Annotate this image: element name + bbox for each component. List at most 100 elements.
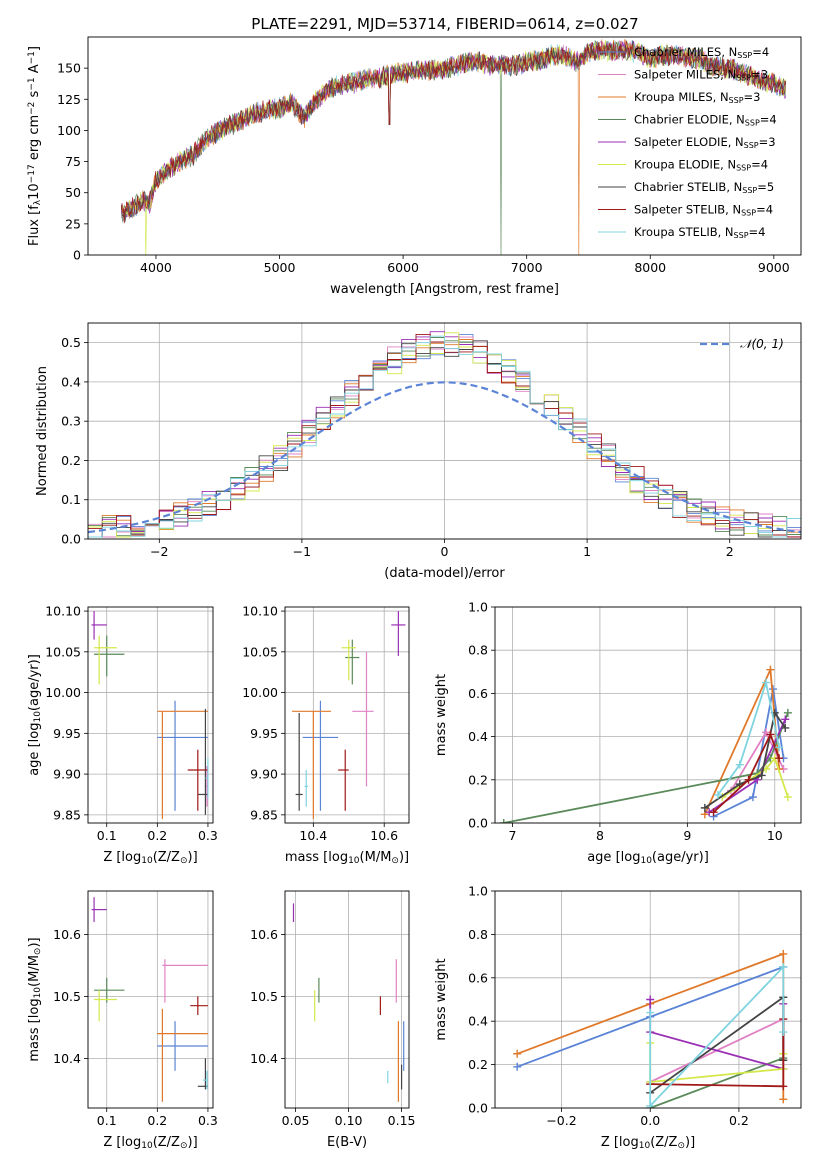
x-tick-label: 0.10 [335,1113,363,1128]
weight-marker-8 [646,1101,655,1108]
weight-line-0 [713,688,785,818]
x-axis-label: Z [log10(Z/Z⊙)] [103,1135,197,1151]
plot-area [121,38,787,255]
x-axis-label: wavelength [Angstrom, rest frame] [330,282,559,297]
x-axis-label-part: )] [685,1135,695,1150]
weight-marker-7 [779,1082,788,1091]
y-tick-label: 10.05 [45,644,81,659]
weight-line-8 [717,679,780,796]
legend-label-1: Salpeter MILES, NSSP=3 [634,68,768,83]
legend-label-sub: SSP [736,164,751,173]
y-tick-label: 0.4 [468,729,488,744]
y-tick-label: 0.2 [468,772,488,787]
y-axis-label: mass [log10(M/M⊙)] [27,937,43,1061]
y-axis-label-part: (age/yr)] [27,654,42,711]
x-axis-label: (data-model)/error [384,566,505,581]
weight-marker-4 [781,715,790,724]
y-tick-label: 0.5 [61,335,81,350]
y-axis-label-part: −17 [27,164,37,183]
weight-marker-1 [762,728,771,737]
x-axis-label-part: 10 [640,856,652,866]
weight-marker-3 [499,819,508,823]
histogram-step-7 [88,333,801,538]
plot-area [513,949,788,1108]
y-tick-label: 9.90 [250,767,278,782]
y-tick-label: 10.05 [242,644,278,659]
y-tick-label: 0.6 [468,970,488,985]
legend-label-main: Chabrier MILES, N [634,45,737,59]
legend-label-sub: SSP [742,186,757,195]
y-axis-label: Flux [fλ10−17 erg cm−2 s−1 A−1] [27,46,43,246]
x-axis-label: age [log10(age/yr)] [587,850,709,866]
legend-reference-label: 𝒩(0, 1) [740,337,784,351]
panel-age-vs-Z: 0.1 0.2 0.3 9.85 9.90 9.95 10.00 10.05 10.10 Z [l… [27,604,218,867]
legend-label-sub: SSP [729,96,744,105]
reference-normal-curve [88,381,801,534]
y-tick-label: 150 [57,61,81,76]
legend-label-sub: SSP [744,141,759,150]
y-tick-label: 10.10 [242,604,278,619]
axes-frame [87,890,214,1109]
x-tick-label: 8 [596,828,604,843]
weight-marker-2 [513,1049,522,1058]
panel-weight-vs-Z: −0.2 0.0 0.2 0.0 0.2 0.4 0.6 0.8 1.0 Z [log10(Z/Z… [434,884,802,1151]
y-axis-label-part: 10 [33,987,43,999]
legend-label-tail: =4 [756,203,773,217]
panel-residuals: 𝒩(0, 1) −2 −1 0 1 2 0.0 0.1 0.2 0.3 0.4 0.5 (data-mo… [35,322,802,581]
legend-label-2: Kroupa MILES, NSSP=3 [634,90,760,105]
x-tick-label: 0.2 [147,828,167,843]
x-tick-label: 4000 [140,260,172,275]
x-axis-label: Z [log10(Z/Z⊙)] [601,1135,695,1151]
y-tick-label: 0.1 [61,492,81,507]
legend-label-7: Salpeter STELIB, NSSP=4 [634,203,773,218]
x-axis-label-part: ⊙ [180,1141,188,1151]
axes-frame [87,36,802,256]
axes-frame [494,606,802,824]
y-axis-label-part: λ [33,199,43,205]
y-tick-label: 9.95 [53,726,81,741]
y-axis-label: age [log10(age/yr)] [27,654,43,776]
x-axis-label-part: )] [188,850,198,865]
x-axis-label-part: (M/M [360,850,392,865]
y-tick-label: 0.8 [468,643,488,658]
y-axis-label: mass weight [434,674,449,756]
y-tick-label: 0.3 [61,414,81,429]
x-tick-label: 0.15 [388,1113,416,1128]
x-tick-label: −1 [293,544,311,559]
weight-marker-7 [766,730,775,739]
weight-marker-2 [766,665,775,674]
axes-frame [87,606,214,824]
legend-label-tail: =5 [757,180,774,194]
weight-marker-6 [781,723,790,732]
x-axis-label-part: 10 [141,856,153,866]
weight-marker-3 [783,708,792,717]
x-axis-label-part: )] [188,1135,198,1150]
weight-marker-7 [744,775,753,784]
legend-label-tail: =4 [760,113,777,127]
x-tick-label: 10.4 [299,828,327,843]
y-tick-label: 0.0 [61,532,81,547]
plot-area [292,903,405,1102]
x-axis-label-part: Z [log [601,1135,639,1150]
weight-line-7 [712,732,780,813]
y-tick-label: 1.0 [468,884,488,899]
legend-label-main: Kroupa STELIB, N [634,225,734,239]
y-tick-label: 0.6 [468,686,488,701]
y-tick-label: 10.5 [53,989,81,1004]
panel-mass-vs-Z: 0.1 0.2 0.310.410.510.6Z [log10(Z/Z⊙)]mass… [27,890,218,1151]
y-axis-label-part: mass [log [27,998,42,1061]
x-axis-label-part: 10 [348,856,360,866]
plot-area [499,665,792,823]
y-axis-label: Normed distribution [35,366,50,496]
weight-marker-0 [748,793,757,802]
weight-marker-0 [513,1062,522,1071]
y-tick-label: 10.6 [53,927,81,942]
x-tick-label: 0.2 [147,1113,167,1128]
legend-label-main: Salpeter STELIB, N [634,203,741,217]
legend-label-sub: SSP [736,74,751,83]
weight-marker-2 [779,949,788,958]
legend-label-sub: SSP [741,209,756,218]
x-tick-label: 0.1 [97,1113,117,1128]
y-axis-label-part: 10 [33,711,43,723]
